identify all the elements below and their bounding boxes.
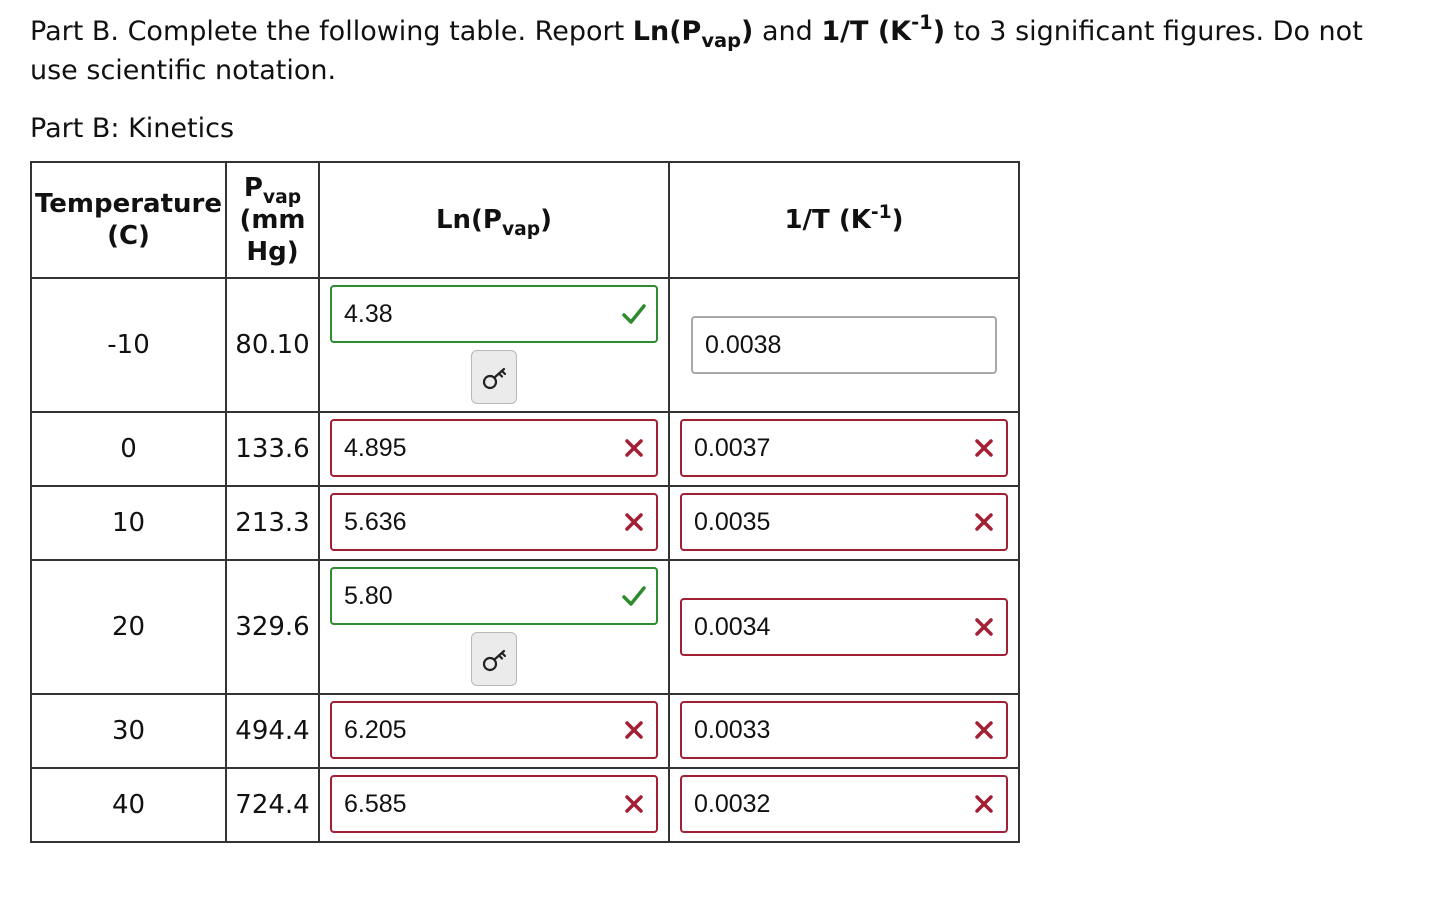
x-icon xyxy=(625,439,643,457)
inverse-temperature-input[interactable]: 0.0038 xyxy=(691,316,997,374)
ln-cell: 5.80 xyxy=(318,559,670,695)
ln-cell: 5.636 xyxy=(318,485,670,561)
section-title: Part B: Kinetics xyxy=(30,113,235,144)
table-row: 40 724.4 6.585 0.0032 xyxy=(30,767,1020,843)
inverse-temperature-value: 0.0033 xyxy=(694,716,771,744)
temperature-cell: 0 xyxy=(30,411,227,487)
ln-answer-value: 5.80 xyxy=(344,582,393,610)
instructions: Part B. Complete the following table. Re… xyxy=(30,11,1363,86)
temperature-cell: -10 xyxy=(30,277,227,413)
key-icon xyxy=(482,367,507,390)
inverse-temperature-cell: 0.0033 xyxy=(668,693,1020,769)
inverse-temperature-input[interactable]: 0.0037 xyxy=(680,419,1008,477)
ln-answer-value: 6.585 xyxy=(344,790,407,818)
ln-answer-value: 4.38 xyxy=(344,300,393,328)
ln-answer-input[interactable]: 4.38 xyxy=(330,285,658,343)
header-pvap: Pvap (mm Hg) xyxy=(225,161,320,279)
header-ln-pvap: Ln(Pvap) xyxy=(318,161,670,279)
header-row: Temperature (C) Pvap (mm Hg) Ln(Pvap) 1/T (… xyxy=(30,161,1020,279)
inverse-temperature-value: 0.0034 xyxy=(694,613,771,641)
ln-answer-value: 6.205 xyxy=(344,716,407,744)
table-row: 20 329.6 5.80 0.0034 xyxy=(30,559,1020,695)
ln-answer-value: 5.636 xyxy=(344,508,407,536)
ln-answer-input[interactable]: 4.895 xyxy=(330,419,658,477)
inverse-temperature-cell: 0.0032 xyxy=(668,767,1020,843)
ln-answer-input[interactable]: 6.585 xyxy=(330,775,658,833)
x-icon xyxy=(975,721,993,739)
ln-answer-input[interactable]: 5.80 xyxy=(330,567,658,625)
pvap-cell: 133.6 xyxy=(225,411,320,487)
pvap-cell: 213.3 xyxy=(225,485,320,561)
ln-cell: 6.205 xyxy=(318,693,670,769)
inverse-temperature-value: 0.0037 xyxy=(694,434,771,462)
check-icon xyxy=(622,586,646,606)
ln-answer-input[interactable]: 5.636 xyxy=(330,493,658,551)
inverse-temperature-input[interactable]: 0.0034 xyxy=(680,598,1008,656)
x-icon xyxy=(975,795,993,813)
inverse-temperature-cell: 0.0034 xyxy=(668,559,1020,695)
temperature-cell: 10 xyxy=(30,485,227,561)
ln-answer-value: 4.895 xyxy=(344,434,407,462)
x-icon xyxy=(975,618,993,636)
temperature-cell: 40 xyxy=(30,767,227,843)
inverse-temperature-cell: 0.0038 xyxy=(668,277,1020,413)
ln-answer-input[interactable]: 6.205 xyxy=(330,701,658,759)
pvap-cell: 724.4 xyxy=(225,767,320,843)
key-icon xyxy=(482,649,507,672)
ln-cell: 4.38 xyxy=(318,277,670,413)
inverse-temperature-value: 0.0038 xyxy=(705,331,782,359)
table-row: 10 213.3 5.636 0.0035 xyxy=(30,485,1020,561)
inverse-temperature-cell: 0.0035 xyxy=(668,485,1020,561)
table-row: -10 80.10 4.38 0.0038 xyxy=(30,277,1020,413)
table-row: 30 494.4 6.205 0.0033 xyxy=(30,693,1020,769)
inverse-temperature-input[interactable]: 0.0032 xyxy=(680,775,1008,833)
answer-key-button[interactable] xyxy=(471,350,517,404)
answer-key-button[interactable] xyxy=(471,632,517,686)
x-icon xyxy=(975,439,993,457)
header-inverse-temperature: 1/T (K-1) xyxy=(668,161,1020,279)
header-temperature: Temperature (C) xyxy=(30,161,227,279)
ln-cell: 4.895 xyxy=(318,411,670,487)
inverse-temperature-value: 0.0032 xyxy=(694,790,771,818)
temperature-cell: 20 xyxy=(30,559,227,695)
inverse-temperature-value: 0.0035 xyxy=(694,508,771,536)
x-icon xyxy=(975,513,993,531)
pvap-cell: 80.10 xyxy=(225,277,320,413)
inverse-temperature-input[interactable]: 0.0033 xyxy=(680,701,1008,759)
ln-cell: 6.585 xyxy=(318,767,670,843)
pvap-cell: 329.6 xyxy=(225,559,320,695)
inverse-temperature-input[interactable]: 0.0035 xyxy=(680,493,1008,551)
pvap-cell: 494.4 xyxy=(225,693,320,769)
kinetics-table: Temperature (C) Pvap (mm Hg) Ln(Pvap) 1/T (… xyxy=(30,161,1020,843)
table-row: 0 133.6 4.895 0.0037 xyxy=(30,411,1020,487)
x-icon xyxy=(625,513,643,531)
temperature-cell: 30 xyxy=(30,693,227,769)
x-icon xyxy=(625,721,643,739)
inverse-temperature-cell: 0.0037 xyxy=(668,411,1020,487)
check-icon xyxy=(622,304,646,324)
x-icon xyxy=(625,795,643,813)
